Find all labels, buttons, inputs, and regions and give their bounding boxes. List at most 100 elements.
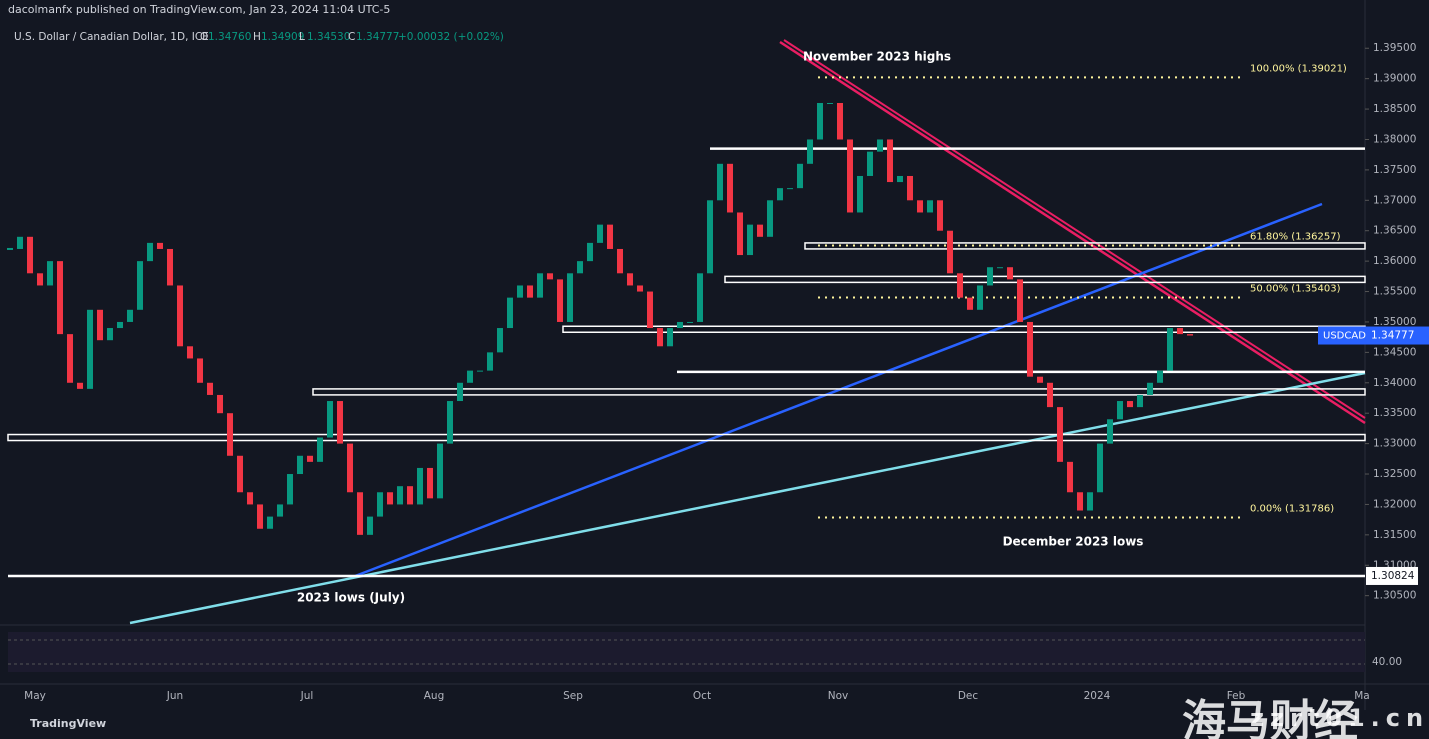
candle: [357, 492, 363, 535]
candle: [297, 455, 303, 475]
y-tick-label: 1.38500: [1373, 103, 1416, 115]
candle: [477, 370, 483, 372]
candle: [737, 212, 743, 256]
candle: [637, 285, 643, 292]
candle: [177, 285, 183, 347]
x-tick-label: Ma: [1354, 690, 1370, 702]
candle: [907, 175, 913, 201]
publisher: dacolmanfx published on TradingView.com,…: [8, 3, 390, 16]
candle: [137, 261, 143, 310]
candle: [147, 242, 153, 262]
candle: [1167, 328, 1173, 371]
candle: [1037, 376, 1043, 383]
candle: [657, 328, 663, 347]
fib-label: 50.00% (1.35403): [1250, 283, 1341, 294]
annotation: December 2023 lows: [1003, 535, 1144, 549]
candle: [247, 492, 253, 505]
candle: [847, 139, 853, 213]
candle: [347, 443, 353, 493]
candle: [1147, 382, 1153, 395]
ohlc-text: 1.34760: [208, 31, 251, 43]
candle: [867, 151, 873, 176]
candle: [267, 516, 273, 529]
candle: [487, 352, 493, 371]
candle: [1177, 328, 1183, 335]
ohlc-text: L: [299, 31, 305, 43]
brand: TradingView: [30, 717, 106, 730]
candle: [217, 394, 223, 414]
x-tick-label: 2024: [1084, 690, 1111, 702]
candle: [207, 382, 213, 395]
level: [804, 242, 1366, 250]
candle: [747, 224, 753, 256]
candle: [607, 224, 613, 249]
y-tick-label: 1.31500: [1373, 529, 1416, 541]
price-tag: [1318, 326, 1429, 345]
candle: [927, 200, 933, 213]
rsi-band: [8, 632, 1365, 672]
y-tick-label: 1.33500: [1373, 407, 1416, 419]
ohlc-text: O: [200, 31, 208, 43]
candle: [1017, 279, 1023, 322]
y-tick-label: 1.32500: [1373, 468, 1416, 480]
candle: [187, 346, 193, 359]
candle: [227, 413, 233, 456]
x-tick-label: Sep: [563, 690, 583, 702]
candle: [467, 370, 473, 383]
candle: [1117, 401, 1123, 420]
candle: [67, 334, 73, 383]
candle: [1187, 334, 1193, 336]
candle: [677, 321, 683, 329]
y-tick-label: 1.32000: [1373, 498, 1416, 510]
candle: [977, 285, 983, 310]
candle: [107, 328, 113, 341]
candle: [687, 321, 693, 323]
candle: [527, 285, 533, 298]
ohlc-text: H: [253, 31, 261, 43]
candle: [307, 455, 313, 462]
candle: [877, 139, 883, 152]
candle: [1027, 321, 1033, 377]
candle: [167, 248, 173, 286]
y-tick-label: 1.38000: [1373, 133, 1416, 145]
candle: [937, 200, 943, 231]
y-tick-label: 1.33000: [1373, 438, 1416, 450]
candle: [407, 486, 413, 505]
x-tick-label: Jun: [166, 690, 183, 702]
last-price: 1.34777: [1371, 330, 1414, 342]
candle: [897, 175, 903, 183]
candle: [917, 200, 923, 213]
y-tick-label: 1.37000: [1373, 194, 1416, 206]
candle: [947, 230, 953, 274]
candle: [17, 236, 23, 249]
candle: [567, 273, 573, 322]
candle: [127, 309, 133, 322]
candle: [597, 224, 603, 243]
candle: [707, 200, 713, 274]
y-tick-label: 1.34000: [1373, 377, 1416, 389]
candle: [807, 139, 813, 164]
candle: [257, 504, 263, 529]
candle: [727, 163, 733, 213]
candle: [427, 467, 433, 499]
candle: [697, 273, 703, 322]
candle: [587, 242, 593, 262]
candle: [817, 102, 823, 140]
annotation: November 2023 highs: [803, 50, 951, 64]
trendlines: [129, 39, 1366, 625]
annotation: 2023 lows (July): [297, 591, 405, 605]
y-tick-label: 1.35000: [1373, 316, 1416, 328]
candle: [507, 297, 513, 329]
x-tick-label: Dec: [958, 690, 979, 702]
candle: [997, 267, 1003, 269]
y-tick-label: 1.39000: [1373, 73, 1416, 85]
candle: [547, 273, 553, 280]
candle: [957, 273, 963, 298]
fib-label: 0.00% (1.31786): [1250, 503, 1334, 514]
candle: [1007, 267, 1013, 280]
candle: [117, 321, 123, 329]
candle: [197, 358, 203, 383]
candle: [577, 261, 583, 274]
